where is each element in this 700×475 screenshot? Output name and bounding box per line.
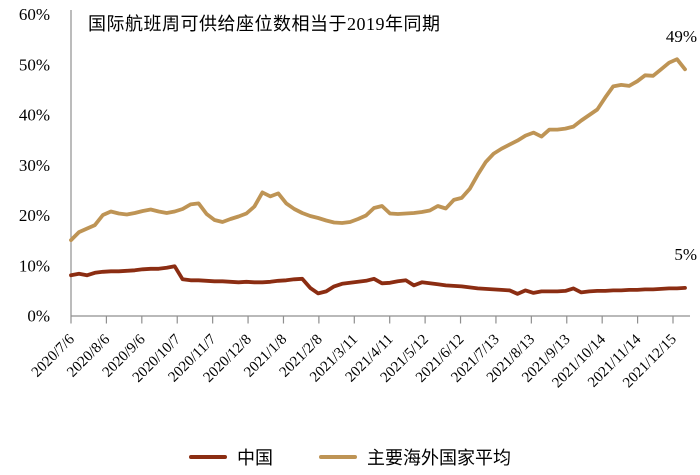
y-tick-label: 50% bbox=[19, 55, 50, 74]
china-line bbox=[69, 264, 687, 296]
x-axis-labels: 2020/7/62020/8/62020/9/62020/10/72020/11… bbox=[29, 331, 680, 391]
overseas-line-swatch bbox=[319, 455, 357, 459]
legend-item-overseas: 主要海外国家平均 bbox=[319, 444, 511, 470]
y-tick-label: 20% bbox=[19, 206, 50, 225]
legend-label-overseas: 主要海外国家平均 bbox=[367, 448, 511, 468]
line-chart-plot: 0% 10% 20% 30% 40% 50% 60% 2020/7/62020/8/6202… bbox=[19, 5, 690, 391]
legend-item-china: 中国 bbox=[189, 444, 273, 470]
y-tick-label: 40% bbox=[19, 106, 50, 125]
axes bbox=[70, 10, 690, 324]
legend-label-china: 中国 bbox=[237, 448, 273, 468]
china-end-value-label: 5% bbox=[674, 245, 697, 264]
china-line-swatch bbox=[189, 455, 227, 459]
y-tick-label: 0% bbox=[27, 307, 50, 326]
series-lines bbox=[69, 57, 687, 296]
y-tick-label: 30% bbox=[19, 156, 50, 175]
overseas-average-line bbox=[69, 57, 687, 243]
y-tick-label: 60% bbox=[19, 5, 50, 24]
legend: 中国 主要海外国家平均 bbox=[0, 444, 700, 470]
overseas-end-value-label: 49% bbox=[665, 27, 697, 46]
y-axis-labels: 0% 10% 20% 30% 40% 50% 60% bbox=[19, 5, 50, 326]
chart-title: 国际航班周可供给座位数相当于2019年同期 bbox=[88, 14, 441, 34]
y-tick-label: 10% bbox=[19, 256, 50, 275]
